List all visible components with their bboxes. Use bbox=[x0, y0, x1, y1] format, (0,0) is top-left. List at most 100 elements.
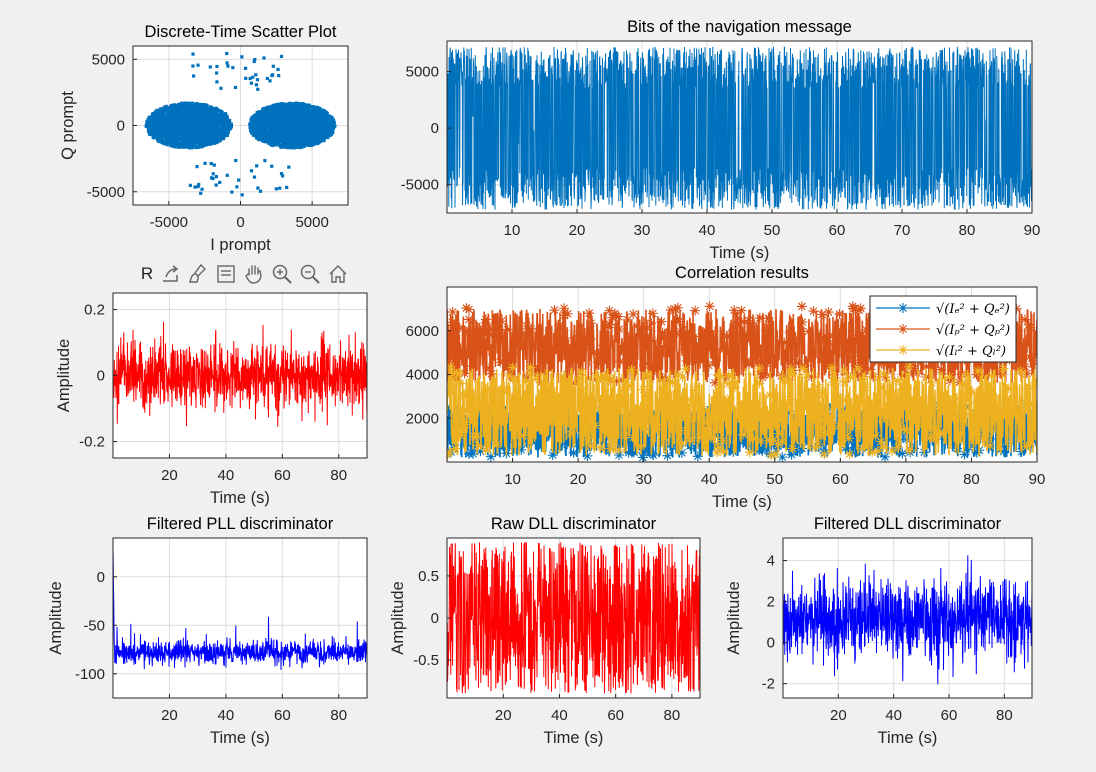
asterisk-marker bbox=[712, 447, 723, 458]
scatter-point bbox=[289, 124, 294, 129]
asterisk-marker bbox=[601, 374, 612, 385]
asterisk-marker bbox=[682, 394, 693, 405]
scatter-point bbox=[260, 133, 264, 137]
asterisk-marker bbox=[681, 350, 692, 361]
scatter-point bbox=[210, 123, 214, 127]
scatter-point bbox=[271, 64, 275, 68]
scatter-point bbox=[290, 137, 294, 141]
asterisk-marker bbox=[878, 442, 889, 453]
asterisk-marker bbox=[525, 362, 536, 373]
asterisk-marker bbox=[797, 317, 808, 328]
scatter-point bbox=[263, 139, 268, 143]
scatter-point bbox=[204, 142, 208, 146]
asterisk-marker bbox=[887, 445, 898, 456]
asterisk-marker bbox=[948, 410, 959, 421]
asterisk-marker bbox=[478, 339, 489, 350]
scatter-point bbox=[269, 106, 274, 110]
scatter-point bbox=[180, 133, 184, 137]
scatter-point bbox=[278, 103, 282, 107]
scatter-point bbox=[305, 114, 309, 118]
scatter-point bbox=[188, 112, 192, 116]
scatter-point bbox=[322, 110, 326, 114]
scatter-point bbox=[308, 131, 312, 135]
scatter-point bbox=[330, 119, 334, 123]
asterisk-marker bbox=[583, 434, 594, 445]
asterisk-marker bbox=[481, 384, 492, 395]
scatter-point bbox=[248, 125, 252, 130]
scatter-point bbox=[296, 102, 300, 106]
asterisk-marker bbox=[902, 382, 913, 393]
scatter-point bbox=[214, 183, 218, 187]
scatter-point bbox=[278, 134, 282, 138]
asterisk-marker bbox=[857, 374, 868, 385]
asterisk-marker bbox=[518, 430, 529, 441]
scatter-point bbox=[279, 115, 283, 119]
scatter-point bbox=[209, 115, 213, 119]
scatter-point bbox=[311, 124, 315, 128]
asterisk-marker bbox=[721, 371, 732, 382]
asterisk-marker bbox=[924, 432, 935, 443]
scatter-point bbox=[253, 116, 257, 120]
scatter-point bbox=[196, 184, 200, 189]
scatter-point bbox=[203, 117, 207, 122]
scatter-point bbox=[320, 129, 324, 133]
scatter-point bbox=[264, 129, 268, 133]
scatter-point bbox=[322, 118, 327, 122]
scatter-point bbox=[262, 56, 266, 60]
y-tick-label: -5000 bbox=[401, 177, 439, 194]
scatter-point bbox=[173, 138, 177, 142]
asterisk-marker bbox=[981, 405, 992, 416]
asterisk-marker bbox=[615, 356, 626, 367]
scatter-point bbox=[284, 127, 288, 131]
scatter-point bbox=[185, 109, 189, 113]
asterisk-marker bbox=[816, 309, 827, 320]
scatter-point bbox=[283, 104, 287, 109]
asterisk-marker bbox=[629, 447, 640, 458]
scatter-point bbox=[157, 132, 161, 136]
asterisk-marker bbox=[495, 357, 506, 368]
asterisk-marker bbox=[847, 301, 858, 312]
asterisk-marker bbox=[929, 423, 940, 434]
scatter-point bbox=[258, 127, 262, 131]
scatter-point bbox=[173, 119, 177, 123]
scatter-point bbox=[274, 187, 278, 191]
scatter-point bbox=[294, 115, 298, 119]
asterisk-marker bbox=[899, 370, 910, 381]
scatter-point bbox=[197, 142, 201, 146]
scatter-point bbox=[174, 122, 178, 126]
scatter-point bbox=[181, 126, 185, 130]
asterisk-marker bbox=[609, 427, 620, 438]
asterisk-marker bbox=[723, 378, 734, 389]
scatter-point bbox=[331, 124, 335, 128]
asterisk-marker bbox=[834, 308, 845, 319]
scatter-point bbox=[289, 143, 293, 148]
scatter-point bbox=[204, 110, 208, 114]
scatter-point bbox=[198, 144, 203, 149]
scatter-point bbox=[280, 130, 284, 134]
asterisk-marker bbox=[766, 450, 777, 461]
scatter-point bbox=[220, 121, 224, 125]
asterisk-marker bbox=[743, 315, 754, 326]
scatter-point bbox=[201, 134, 205, 139]
asterisk-marker bbox=[763, 313, 774, 324]
scatter-point bbox=[192, 140, 197, 144]
asterisk-marker bbox=[536, 441, 547, 452]
scatter-point bbox=[223, 126, 227, 130]
scatter-point bbox=[216, 116, 220, 120]
scatter-point bbox=[161, 120, 165, 124]
scatter-point bbox=[213, 137, 217, 141]
scatter-point bbox=[148, 124, 153, 129]
asterisk-marker bbox=[699, 406, 710, 417]
scatter-point bbox=[318, 106, 322, 111]
asterisk-marker bbox=[454, 378, 465, 389]
asterisk-marker bbox=[497, 439, 508, 450]
asterisk-marker bbox=[657, 384, 668, 395]
asterisk-marker bbox=[461, 326, 472, 337]
scatter-point bbox=[214, 110, 218, 114]
x-tick-label: 60 bbox=[832, 471, 849, 488]
scatter-point bbox=[287, 142, 292, 146]
asterisk-marker bbox=[559, 303, 570, 314]
scatter-point bbox=[278, 138, 283, 142]
asterisk-marker bbox=[662, 333, 673, 344]
scatter-point bbox=[268, 108, 272, 113]
